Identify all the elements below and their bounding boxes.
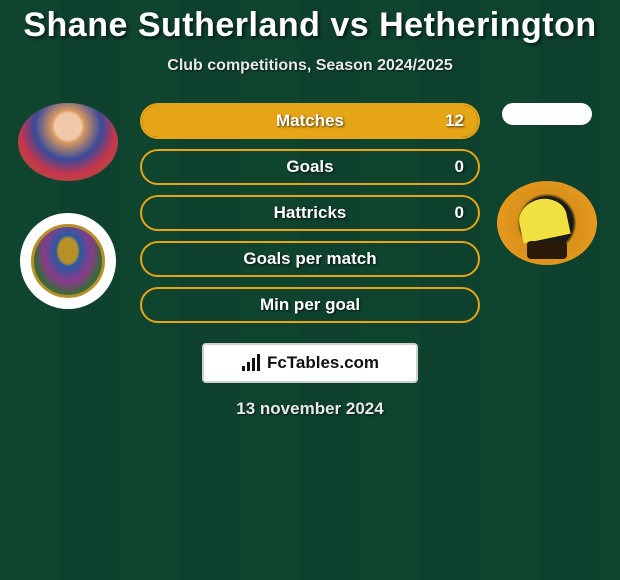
player2-club-badge <box>497 181 597 265</box>
stat-value-right: 12 <box>445 111 464 131</box>
stats-list: 12 Matches 0 Goals 0 Hattricks Goals per match… <box>140 103 480 323</box>
page-subtitle: Club competitions, Season 2024/2025 <box>0 57 620 75</box>
stat-bar: 0 Goals <box>140 149 480 185</box>
player1-club-badge <box>20 213 116 309</box>
brand-chart-icon <box>241 354 263 372</box>
stat-bar: 12 Matches <box>140 103 480 139</box>
player2-photo <box>502 103 592 125</box>
player1-photo <box>18 103 118 181</box>
stat-label: Goals <box>286 157 333 177</box>
stat-label: Goals per match <box>243 249 376 269</box>
stat-value-right: 0 <box>455 157 464 177</box>
snapshot-date: 13 november 2024 <box>0 399 620 419</box>
stat-bar: Goals per match <box>140 241 480 277</box>
page-title: Shane Sutherland vs Hetherington <box>0 0 620 45</box>
stat-bar: 0 Hattricks <box>140 195 480 231</box>
stat-value-right: 0 <box>455 203 464 223</box>
brand-link[interactable]: FcTables.com <box>202 343 418 383</box>
brand-text: FcTables.com <box>267 353 379 373</box>
left-player-column <box>8 103 128 309</box>
stat-label: Hattricks <box>274 203 347 223</box>
right-player-column <box>492 103 602 265</box>
stat-label: Min per goal <box>260 295 360 315</box>
stat-label: Matches <box>276 111 344 131</box>
comparison-content: 12 Matches 0 Goals 0 Hattricks Goals per match… <box>0 103 620 419</box>
stat-bar: Min per goal <box>140 287 480 323</box>
club-crest-icon <box>31 224 105 298</box>
